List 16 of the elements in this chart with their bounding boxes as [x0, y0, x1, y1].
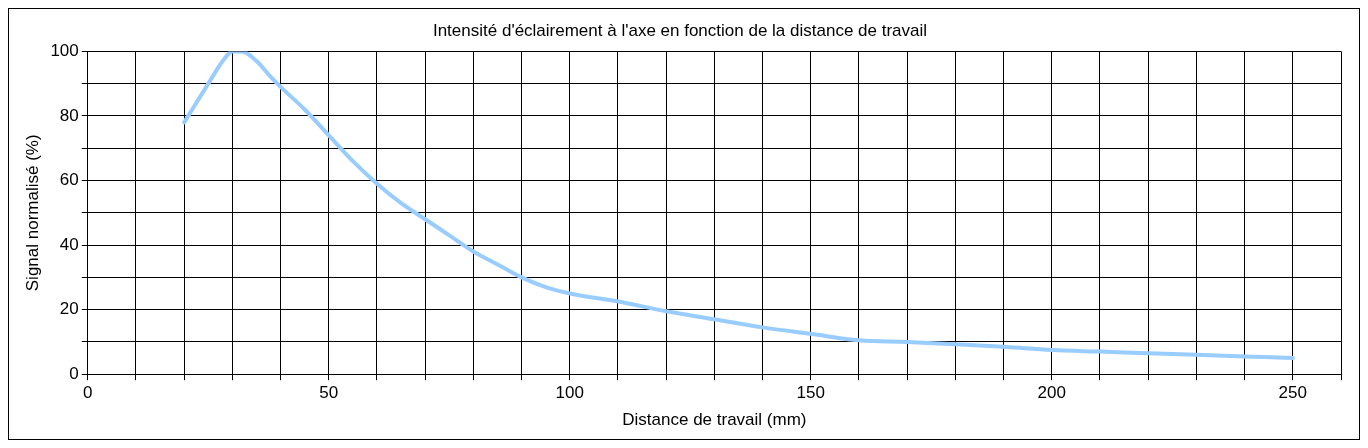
x-tick-label: 200: [1037, 383, 1066, 403]
y-tick-label: 0: [69, 363, 79, 383]
x-tick-label: 100: [555, 383, 584, 403]
y-axis-title: Signal normalisé (%): [22, 134, 42, 292]
x-tick-label: 0: [83, 383, 93, 403]
chart-title: Intensité d'éclairement à l'axe en fonction de la distance de travail: [432, 20, 928, 40]
x-axis-title: Distance de travail (mm): [622, 410, 807, 430]
y-tick-label: 40: [59, 234, 79, 254]
line-series: [182, 51, 1295, 361]
y-tick-label: 80: [59, 105, 79, 125]
y-tick-label: 20: [59, 299, 79, 319]
x-tick-label: 250: [1278, 383, 1307, 403]
x-tick-label: 150: [796, 383, 825, 403]
y-tick-label: 60: [59, 170, 79, 190]
y-tick-label: 100: [50, 41, 79, 61]
x-tick-label: 50: [319, 383, 339, 403]
